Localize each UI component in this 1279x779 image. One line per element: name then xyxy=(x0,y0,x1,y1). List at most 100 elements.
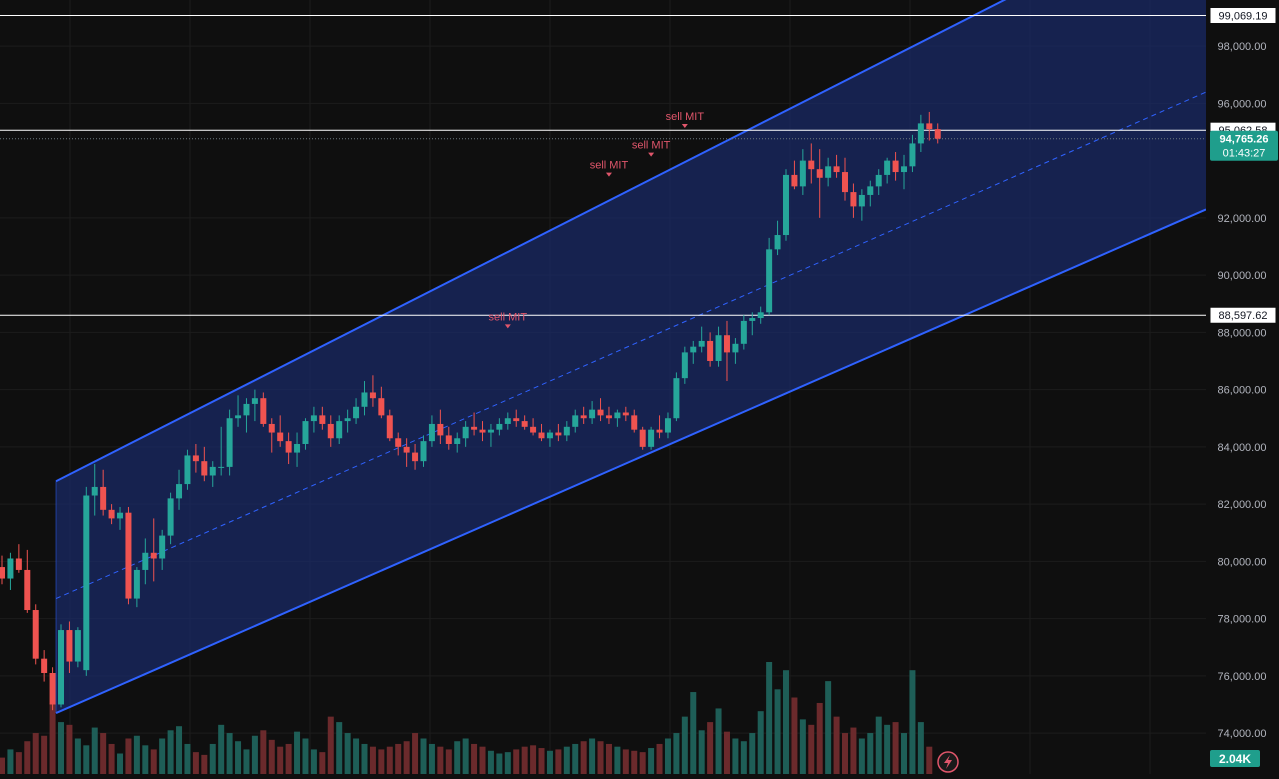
candle xyxy=(125,506,132,605)
candle xyxy=(681,346,688,384)
candle-body xyxy=(833,166,840,173)
candle xyxy=(479,421,486,442)
candle xyxy=(294,432,301,467)
candle xyxy=(260,392,267,427)
candle-body xyxy=(243,403,250,416)
volume-bar xyxy=(504,752,511,774)
candle xyxy=(100,469,107,516)
candle-body xyxy=(395,438,402,447)
candle-body xyxy=(74,630,81,662)
candle xyxy=(471,412,478,436)
candle xyxy=(656,415,663,439)
candle xyxy=(648,426,655,450)
candle xyxy=(184,449,191,490)
candle xyxy=(496,418,503,436)
candle xyxy=(32,604,39,665)
last-price-label: 94,765.26 01:43:27 xyxy=(1210,130,1278,161)
volume-bar xyxy=(83,745,90,774)
candle-body xyxy=(732,343,739,353)
candle-body xyxy=(934,129,941,139)
candle xyxy=(766,237,773,316)
price-tick-label: 86,000.00 xyxy=(1218,385,1267,397)
candle-body xyxy=(555,432,562,436)
volume-bar xyxy=(378,749,385,774)
volume-bar xyxy=(757,711,764,774)
candle-body xyxy=(656,429,663,433)
candle xyxy=(572,409,579,433)
volume-bar xyxy=(825,681,832,774)
candle-body xyxy=(277,432,284,442)
candle xyxy=(589,401,596,424)
candle-body xyxy=(487,429,494,433)
candle-body xyxy=(513,418,520,422)
volume-bar xyxy=(260,730,267,774)
candle xyxy=(782,169,789,241)
candle-body xyxy=(816,169,823,178)
volume-bar xyxy=(142,745,149,774)
volume-bar xyxy=(521,746,528,774)
level-label-text: 88,597.62 xyxy=(1219,310,1268,322)
channel-middle-line xyxy=(55,91,1207,600)
volume-bar xyxy=(774,689,781,774)
level-price-label: 88,597.62 xyxy=(1209,306,1277,324)
candle xyxy=(285,432,292,465)
candle-body xyxy=(867,186,874,195)
volume-bar xyxy=(901,733,908,774)
candle xyxy=(319,406,326,430)
candle-body xyxy=(648,429,655,447)
level-price-label: 99,069.19 xyxy=(1209,7,1277,24)
volume-bar xyxy=(15,752,22,774)
candle-body xyxy=(386,415,393,439)
candle-body xyxy=(133,569,140,599)
candle-body xyxy=(378,398,385,416)
candle-body xyxy=(589,409,596,419)
candle xyxy=(707,332,714,367)
candle xyxy=(698,326,705,353)
candle-body xyxy=(639,429,646,447)
candle xyxy=(445,426,452,450)
candle xyxy=(235,395,242,427)
candle-body xyxy=(926,123,933,130)
volume-bar xyxy=(49,702,56,774)
candle-body xyxy=(445,435,452,444)
candle xyxy=(850,183,857,218)
candle xyxy=(723,320,730,382)
volume-bar xyxy=(479,746,486,774)
price-tick-label: 90,000.00 xyxy=(1218,270,1267,282)
candle-body xyxy=(858,194,865,207)
candle xyxy=(91,464,98,516)
candle xyxy=(504,412,511,430)
candle-body xyxy=(41,658,48,673)
volume-bar xyxy=(58,722,65,774)
candle-body xyxy=(319,415,326,424)
candle-body xyxy=(226,418,233,467)
volume-bar xyxy=(867,733,874,774)
candle xyxy=(74,627,81,668)
candle-body xyxy=(142,552,149,570)
candle-body xyxy=(420,441,427,462)
candle xyxy=(487,423,494,447)
candle xyxy=(513,409,520,427)
volume-bar xyxy=(159,738,166,774)
sell-mit-annotation: sell MIT xyxy=(666,111,704,128)
candle-body xyxy=(83,495,90,671)
volume-bar xyxy=(192,752,199,774)
candle xyxy=(378,386,385,419)
volume-bar xyxy=(614,746,621,774)
candle xyxy=(209,461,216,487)
volume-bar xyxy=(597,741,604,774)
volume-bar xyxy=(698,730,705,774)
candle-body xyxy=(917,123,924,144)
candle xyxy=(251,389,258,422)
candle xyxy=(201,446,208,482)
volume-bar xyxy=(403,741,410,774)
volume-bar xyxy=(589,738,596,774)
candle xyxy=(108,504,115,525)
candle-body xyxy=(572,415,579,427)
volume-bar xyxy=(530,745,537,774)
volume-bar xyxy=(336,722,343,774)
volume-bar xyxy=(766,662,773,774)
lightning-icon[interactable] xyxy=(937,751,959,773)
